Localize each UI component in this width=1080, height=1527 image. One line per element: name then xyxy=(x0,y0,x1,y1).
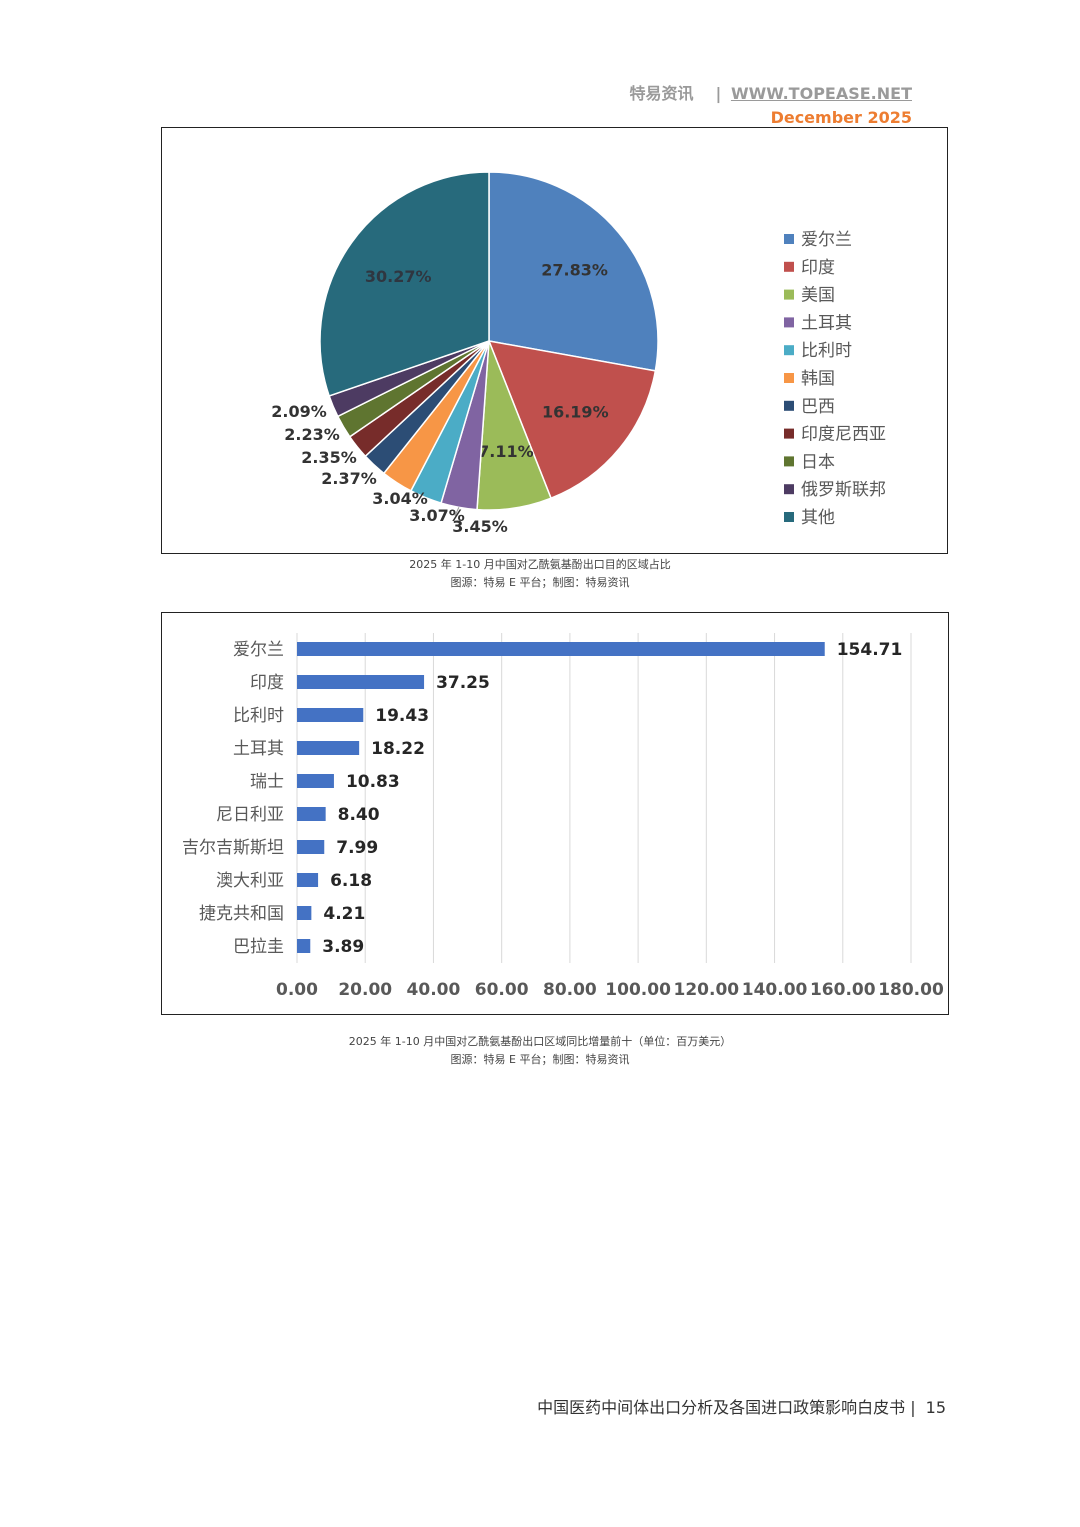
page-footer: 中国医药中间体出口分析及各国进口政策影响白皮书 | 15 xyxy=(537,1394,946,1418)
pie-slice-2[interactable] xyxy=(487,340,657,500)
bar-7[interactable] xyxy=(297,840,325,854)
bar-value-label-3: 19.43 xyxy=(375,706,429,726)
x-tick-label-7: 120.00 xyxy=(674,980,740,1000)
category-label-9: 捷克共和国 xyxy=(199,904,284,924)
category-label-5: 瑞士 xyxy=(250,772,284,792)
category-label-6: 尼日利亚 xyxy=(216,805,284,825)
pie-chart: 27.83% 16.19% 7.11% 3.45%3.07%3.04%2.37% 2.3… xyxy=(271,171,886,536)
x-tick-label-9: 160.00 xyxy=(810,980,876,1000)
brand-separator: | xyxy=(715,84,722,103)
bar-value-label-10: 3.89 xyxy=(322,937,364,957)
x-tick-label-8: 140.00 xyxy=(742,980,808,1000)
bar-value-label-1: 154.71 xyxy=(837,640,903,660)
pie-slice-1[interactable] xyxy=(488,171,659,372)
category-label-1: 爱尔兰 xyxy=(233,640,284,660)
bar-caption-source: 图源：特易 E 平台；制图：特易资讯 xyxy=(450,1053,630,1066)
legend-swatch-1 xyxy=(784,234,794,244)
pie-data-label-11: 30.27% xyxy=(365,267,432,286)
x-tick-label-1: 0.00 xyxy=(276,980,318,1000)
pie-chart-frame: 27.83% 16.19% 7.11% 3.45% 3.07% 3.04% 2.37% 2.3… xyxy=(161,127,948,554)
bar-value-label-5: 10.83 xyxy=(346,772,400,792)
legend-label-8: 印度尼西亚 xyxy=(801,425,886,445)
x-tick-label-3: 40.00 xyxy=(407,980,461,1000)
legend-label-5: 比利时 xyxy=(801,341,852,361)
page-header: 特易资讯 | WWW.TOPEASE.NET December 2025 xyxy=(630,80,912,127)
bar-value-label-4: 18.22 xyxy=(371,739,425,759)
pie-data-label-8: 2.35% xyxy=(301,448,357,467)
bar-3[interactable] xyxy=(297,708,364,722)
legend-label-7: 巴西 xyxy=(801,397,835,417)
category-label-8: 澳大利亚 xyxy=(216,871,284,891)
pie-data-label-6: 3.04% xyxy=(372,489,428,508)
category-label-10: 巴拉圭 xyxy=(233,937,284,957)
bar-4[interactable] xyxy=(297,741,360,755)
pie-caption: 2025 年 1-10 月中国对乙酰氨基酚出口目的区域占比 图源：特易 E 平台… xyxy=(0,556,1080,592)
legend-swatch-10 xyxy=(784,484,794,495)
pie-data-label-3: 7.11% xyxy=(478,442,534,461)
category-label-7: 吉尔吉斯斯坦 xyxy=(182,838,284,858)
bar-value-label-6: 8.40 xyxy=(338,805,380,825)
bar-5[interactable] xyxy=(297,774,334,788)
report-date: December 2025 xyxy=(770,108,912,127)
bar-value-label-7: 7.99 xyxy=(336,838,378,858)
bar-value-label-2: 37.25 xyxy=(436,673,490,693)
pie-leader-line xyxy=(454,507,460,517)
brand-url[interactable]: WWW.TOPEASE.NET xyxy=(730,84,912,103)
brand-name: 特易资讯 xyxy=(629,84,694,103)
legend-swatch-5 xyxy=(784,345,794,356)
legend-swatch-2 xyxy=(784,261,794,272)
pie-caption-source: 图源：特易 E 平台；制图：特易资讯 xyxy=(450,576,630,589)
legend-label-10: 俄罗斯联邦 xyxy=(801,480,886,500)
page-number: 15 xyxy=(925,1398,946,1417)
pie-caption-title: 2025 年 1-10 月中国对乙酰氨基酚出口目的区域占比 xyxy=(409,558,671,571)
legend-swatch-4 xyxy=(784,317,794,328)
legend-label-9: 日本 xyxy=(801,452,835,472)
bar-chart-frame: 0.00 20.00 40.00 60.00 80.00 100.00 120.00 140.… xyxy=(161,612,949,1015)
legend-swatch-6 xyxy=(784,373,794,383)
legend-label-4: 土耳其 xyxy=(801,313,852,333)
legend-swatch-8 xyxy=(784,428,794,439)
legend-label-11: 其他 xyxy=(801,508,835,528)
legend-swatch-7 xyxy=(784,400,794,411)
bar-9[interactable] xyxy=(297,906,312,920)
bar-chart: 0.00 20.00 40.00 60.00 80.00 100.00 120.00 140.… xyxy=(182,633,944,1000)
pie-data-label-1: 27.83% xyxy=(541,260,608,279)
bar-1[interactable] xyxy=(297,642,825,656)
pie-data-label-5: 3.07% xyxy=(409,506,465,525)
pie-slice-11[interactable] xyxy=(319,171,490,397)
legend-swatch-11 xyxy=(784,512,794,522)
x-tick-label-2: 20.00 xyxy=(338,980,392,1000)
bar-8[interactable] xyxy=(297,873,319,887)
legend-label-2: 印度 xyxy=(801,258,835,278)
category-label-4: 土耳其 xyxy=(233,739,284,759)
pie-data-label-10: 2.09% xyxy=(271,402,327,421)
footer-title: 中国医药中间体出口分析及各国进口政策影响白皮书 | xyxy=(537,1398,916,1417)
x-tick-label-10: 180.00 xyxy=(878,980,944,1000)
legend-label-6: 韩国 xyxy=(801,369,835,389)
pie-data-label-2: 16.19% xyxy=(542,403,609,422)
category-label-2: 印度 xyxy=(250,673,284,693)
legend-label-3: 美国 xyxy=(801,286,835,306)
pie-data-label-4: 3.45% xyxy=(452,517,508,536)
bar-value-label-9: 4.21 xyxy=(323,904,365,924)
bar-2[interactable] xyxy=(297,675,425,689)
brand-line: 特易资讯 | WWW.TOPEASE.NET xyxy=(630,80,912,104)
bar-caption-title: 2025 年 1-10 月中国对乙酰氨基酚出口区域同比增量前十（单位：百万美元） xyxy=(348,1035,732,1048)
bar-caption: 2025 年 1-10 月中国对乙酰氨基酚出口区域同比增量前十（单位：百万美元）… xyxy=(0,1033,1080,1069)
bar-10[interactable] xyxy=(297,939,311,953)
x-tick-label-5: 80.00 xyxy=(543,980,597,1000)
pie-data-label-7: 2.37% xyxy=(321,469,377,488)
category-label-3: 比利时 xyxy=(233,706,284,726)
legend-swatch-3 xyxy=(784,289,794,300)
x-tick-label-6: 100.00 xyxy=(605,980,671,1000)
legend-label-1: 爱尔兰 xyxy=(801,230,852,250)
bar-6[interactable] xyxy=(297,807,326,821)
pie-data-label-9: 2.23% xyxy=(284,425,340,444)
legend-swatch-9 xyxy=(784,456,794,467)
x-tick-label-4: 60.00 xyxy=(475,980,529,1000)
bar-value-label-8: 6.18 xyxy=(330,871,372,891)
